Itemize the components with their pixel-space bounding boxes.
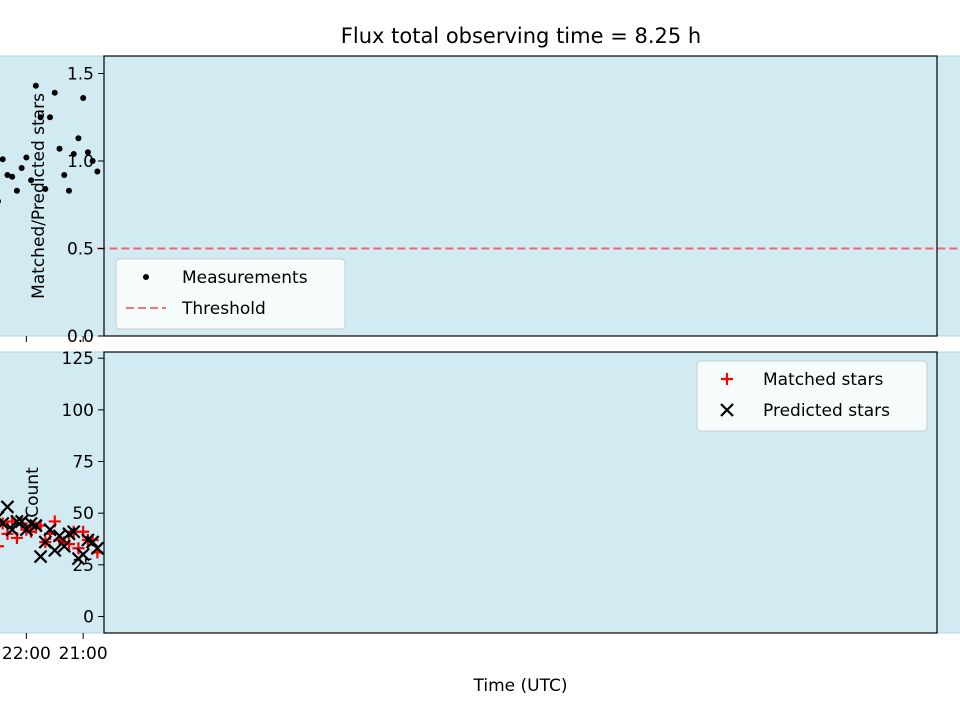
y-tick-label: 1.5 [67, 65, 94, 85]
y-axis-label: Count [23, 467, 43, 518]
y-tick-label: 0 [83, 607, 94, 627]
measurements-point [75, 135, 82, 142]
measurements-point [80, 95, 87, 101]
measurements-point [70, 151, 77, 157]
legend-label: Threshold [181, 299, 266, 319]
matched-stars-point [0, 545, 4, 548]
measurements-point [47, 114, 54, 121]
y-tick-label: 75 [72, 453, 94, 473]
measurements-point [65, 187, 72, 194]
axes-frame [103, 351, 938, 634]
y-tick-label: 0.0 [67, 327, 94, 347]
legend-box [115, 258, 346, 330]
x-axis-label: Time (UTC) [473, 676, 568, 696]
legend-matched-marker [721, 373, 733, 385]
top-panel: 0.0 0.5 1.0 1.5 Matched/Predicted stars Measu… [0, 55, 960, 347]
measurements-point [89, 158, 96, 164]
predicted-stars-point [43, 522, 57, 537]
predicted-stars-point [5, 522, 19, 537]
legend-label: Measurements [182, 268, 308, 288]
measurements-point [37, 114, 44, 121]
y-tick-label: 125 [62, 349, 94, 369]
predicted-stars-point [38, 535, 53, 549]
measurements-point [32, 82, 39, 89]
predicted-stars-point [81, 533, 95, 547]
y-tick-label: 100 [62, 401, 94, 421]
measurements-point [4, 172, 11, 178]
y-tick-label: 25 [72, 556, 94, 576]
measurements-point [0, 199, 1, 204]
measurements-point [9, 173, 16, 180]
measurements-point [13, 187, 20, 194]
measurements-point [51, 89, 58, 96]
y-tick-label: 1.0 [67, 152, 94, 172]
legend-label: Matched stars [763, 370, 883, 390]
predicted-stars-point [10, 514, 24, 529]
x-tick-label: 22:00 [2, 644, 51, 664]
legend-predicted-marker [720, 403, 734, 417]
measurements-point [61, 172, 68, 178]
legend-box [696, 360, 928, 432]
predicted-stars-point [71, 551, 86, 566]
measurements-point [84, 149, 91, 156]
measurements-point [18, 165, 25, 171]
measurements-point [23, 154, 30, 161]
axes-frame [103, 55, 938, 337]
predicted-stars-point [57, 539, 72, 553]
y-tick-label: 0.5 [67, 240, 94, 260]
bottom-panel: 0255075100125Count21:0022:0023:0000:0001… [0, 349, 960, 696]
measurements-point [42, 186, 49, 192]
predicted-stars-point [52, 529, 67, 543]
y-axis-label: Matched/Predicted stars [29, 93, 49, 299]
predicted-stars-point [33, 549, 48, 564]
chart-title: Flux total observing time = 8.25 h [341, 24, 701, 48]
measurements-point [28, 177, 35, 184]
measurements-point [56, 145, 63, 152]
measurements-point [94, 168, 101, 175]
legend-label: Predicted stars [763, 401, 890, 421]
legend-measurements-marker [143, 274, 149, 280]
predicted-stars-point [0, 510, 5, 525]
measurements-point [0, 156, 6, 163]
x-tick-label: 21:00 [59, 644, 108, 664]
y-tick-label: 50 [72, 504, 94, 524]
